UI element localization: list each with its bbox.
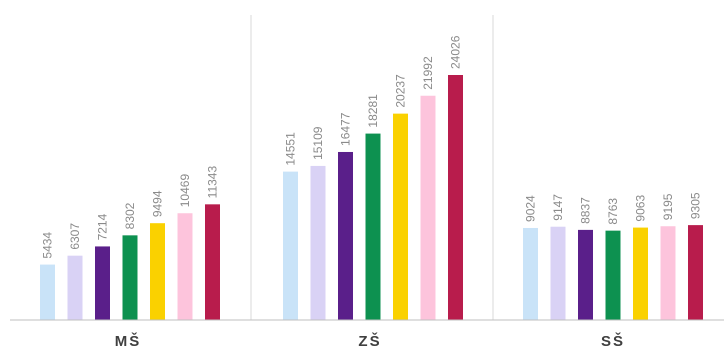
bar-MŠ-6 <box>177 213 193 320</box>
value-label-MŠ-1: 5434 <box>41 232 55 259</box>
bar-MŠ-7 <box>205 204 220 320</box>
value-label-SŠ-6: 9195 <box>661 193 675 220</box>
value-label-MŠ-3: 7214 <box>96 213 110 240</box>
value-label-ZŠ-2: 15109 <box>311 126 325 160</box>
category-label-2: ZŠ <box>358 332 381 350</box>
value-label-SŠ-7: 9305 <box>689 192 703 219</box>
value-label-MŠ-2: 6307 <box>68 223 82 250</box>
bar-SŠ-5 <box>633 227 648 320</box>
bar-ZŠ-5 <box>393 113 408 321</box>
bar-MŠ-1 <box>40 264 55 320</box>
bar-MŠ-2 <box>67 255 83 320</box>
value-label-ZŠ-1: 14551 <box>284 132 298 166</box>
bar-ZŠ-6 <box>420 95 436 321</box>
value-label-ZŠ-6: 21992 <box>421 56 435 90</box>
bar-SŠ-2 <box>550 226 566 320</box>
bar-MŠ-4 <box>122 235 138 320</box>
value-label-SŠ-3: 8837 <box>579 197 593 224</box>
value-label-ZŠ-5: 20237 <box>394 74 408 108</box>
value-label-SŠ-4: 8763 <box>606 198 620 225</box>
bar-ZŠ-3 <box>338 151 353 320</box>
category-label-1: MŠ <box>115 332 142 350</box>
value-label-MŠ-7: 11343 <box>206 166 220 199</box>
category-label-3: SŠ <box>601 332 625 350</box>
value-label-SŠ-5: 9063 <box>634 195 648 222</box>
value-labels-layer: 5434 6307 7214 8302 9494 10469 11343 14551 15109… <box>41 35 703 258</box>
bar-SŠ-3 <box>578 229 593 320</box>
group-dividers <box>250 15 494 320</box>
value-label-ZŠ-4: 18281 <box>366 94 380 128</box>
value-label-MŠ-4: 8302 <box>123 202 137 229</box>
bars-layer <box>40 75 703 321</box>
category-labels-layer: MŠ ZŠ SŠ <box>115 332 625 350</box>
value-label-ZŠ-7: 24026 <box>449 35 463 69</box>
value-label-SŠ-2: 9147 <box>551 194 565 221</box>
bar-SŠ-4 <box>605 230 621 320</box>
bar-ZŠ-7 <box>448 75 463 320</box>
bar-MŠ-5 <box>150 223 165 320</box>
value-label-SŠ-1: 9024 <box>524 195 538 222</box>
bar-SŠ-1 <box>523 227 538 320</box>
bar-MŠ-3 <box>95 246 110 320</box>
value-label-MŠ-6: 10469 <box>178 174 192 208</box>
value-label-ZŠ-3: 16477 <box>339 112 353 146</box>
bar-ZŠ-4 <box>365 133 381 320</box>
bar-ZŠ-1 <box>283 171 298 320</box>
bar-SŠ-6 <box>660 226 676 320</box>
bar-ZŠ-2 <box>310 165 326 320</box>
value-label-MŠ-5: 9494 <box>151 190 165 217</box>
bar-SŠ-7 <box>688 225 703 320</box>
